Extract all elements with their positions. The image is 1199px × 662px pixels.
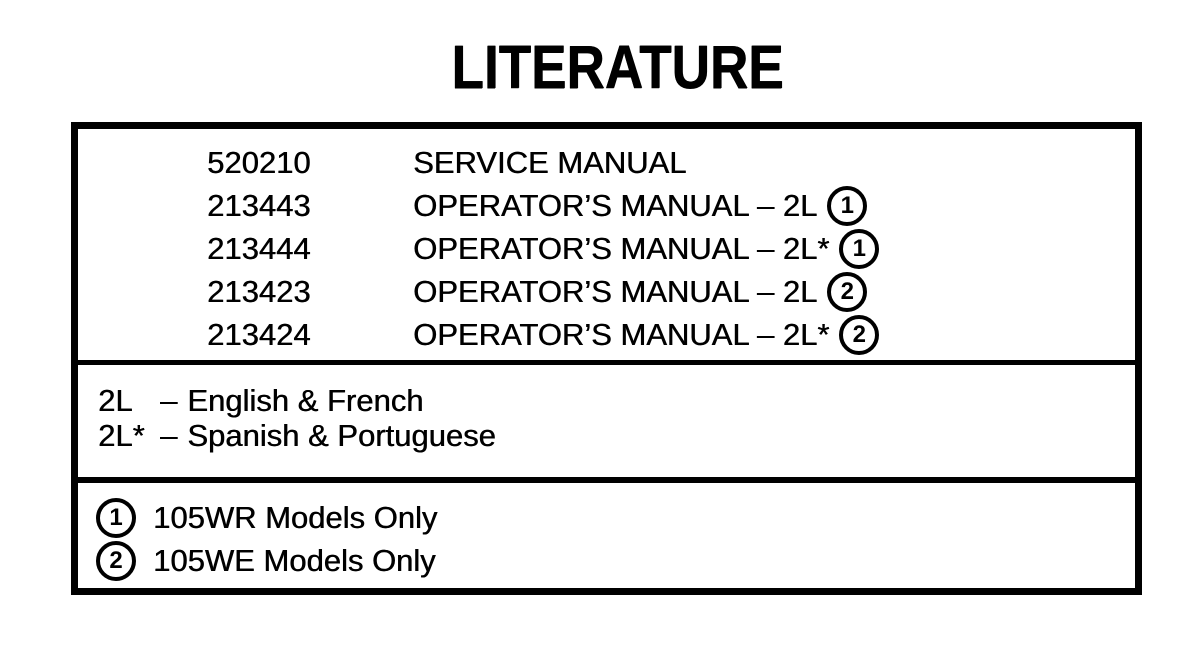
legend-dash: – [160, 417, 178, 453]
model-note-row: 1 105WR Models Only [96, 496, 1135, 539]
part-row: 213424 OPERATOR’S MANUAL – 2L* 2 [207, 313, 1135, 356]
part-description: OPERATOR’S MANUAL – 2L [413, 187, 818, 223]
part-number: 213424 [207, 316, 311, 352]
legend-text: Spanish & Portuguese [187, 417, 496, 453]
part-number: 213443 [207, 187, 311, 223]
circled-number-icon: 1 [827, 185, 868, 226]
legend-dash: – [160, 382, 178, 418]
part-number: 520210 [207, 144, 311, 180]
circled-number-icon: 2 [96, 540, 136, 581]
model-note-text: 105WR Models Only [153, 499, 438, 535]
literature-box: 520210 SERVICE MANUAL 213443 OPERATOR’S … [71, 122, 1142, 595]
part-row: 213443 OPERATOR’S MANUAL – 2L 1 [207, 184, 1135, 227]
parts-list-section: 520210 SERVICE MANUAL 213443 OPERATOR’S … [78, 129, 1135, 360]
part-number: 213444 [207, 230, 311, 266]
part-description: SERVICE MANUAL [413, 144, 687, 180]
section-divider [78, 477, 1135, 483]
legend-code: 2L [98, 382, 133, 418]
legend-text: English & French [187, 382, 424, 418]
circled-number-icon: 1 [839, 228, 880, 269]
model-note-row: 2 105WE Models Only [96, 539, 1135, 582]
circled-number-icon: 2 [827, 271, 868, 312]
section-divider [78, 360, 1135, 365]
circled-number-icon: 1 [96, 497, 136, 538]
model-notes-section: 1 105WR Models Only 2 105WE Models Only [78, 483, 1135, 588]
part-number: 213423 [207, 273, 311, 309]
circled-number-icon: 2 [839, 314, 880, 355]
part-row: 213423 OPERATOR’S MANUAL – 2L 2 [207, 270, 1135, 313]
part-row: 520210 SERVICE MANUAL [207, 141, 1135, 184]
part-row: 213444 OPERATOR’S MANUAL – 2L* 1 [207, 227, 1135, 270]
model-note-text: 105WE Models Only [153, 542, 436, 578]
part-description: OPERATOR’S MANUAL – 2L [413, 273, 818, 309]
page-title: LITERATURE [451, 33, 784, 101]
language-legend-section: 2L – English & French 2L* – Spanish & Po… [78, 365, 1135, 477]
legend-row: 2L* – Spanish & Portuguese [98, 418, 1135, 453]
legend-code: 2L* [98, 417, 145, 453]
legend-row: 2L – English & French [98, 383, 1135, 418]
part-description: OPERATOR’S MANUAL – 2L* [413, 316, 830, 352]
part-description: OPERATOR’S MANUAL – 2L* [413, 230, 830, 266]
